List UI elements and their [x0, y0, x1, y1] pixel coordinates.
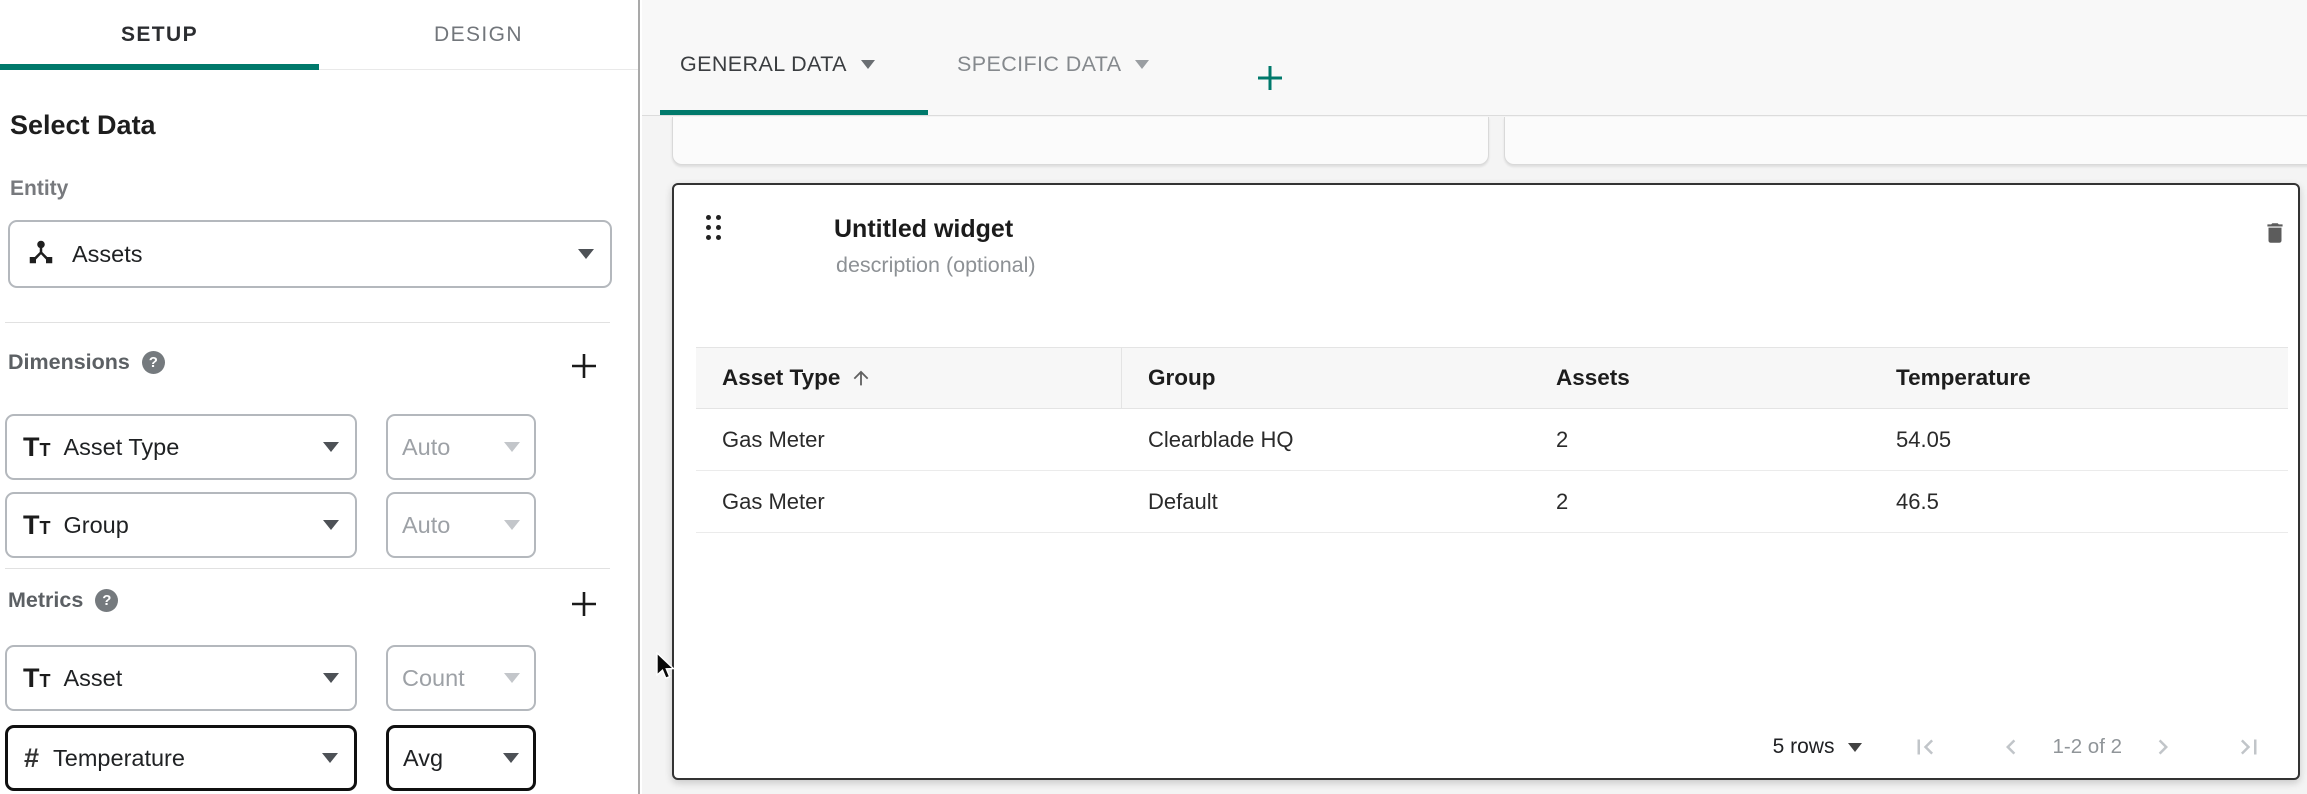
metric-field-value: Asset	[63, 664, 123, 691]
table-row: Gas Meter Default 2 46.5	[696, 471, 2288, 533]
column-header-temperature[interactable]: Temperature	[1870, 348, 2288, 408]
asset-hub-icon	[26, 237, 56, 272]
dimension-field-select-asset-type[interactable]: TT Asset Type	[5, 414, 357, 480]
entity-label: Entity	[10, 177, 69, 200]
dimension-agg-value: Auto	[402, 433, 451, 460]
cell-asset-type: Gas Meter	[722, 426, 825, 452]
column-label: Temperature	[1896, 365, 2031, 390]
widget-card[interactable]: Untitled widget description (optional) A…	[672, 183, 2300, 780]
text-type-icon: TT	[23, 509, 51, 540]
setup-sidebar: SETUP DESIGN Select Data Entity Assets D…	[0, 0, 640, 794]
metric-agg-select-2[interactable]: Avg	[386, 725, 536, 791]
metric-agg-value: Count	[402, 664, 465, 691]
metric-field-select-temperature[interactable]: # Temperature	[5, 725, 357, 791]
tab-label: GENERAL DATA	[680, 52, 847, 76]
metric-field-value: Temperature	[53, 744, 185, 771]
tab-design[interactable]: DESIGN	[434, 22, 523, 46]
number-type-icon: #	[24, 742, 40, 773]
cell-assets: 2	[1556, 426, 1569, 452]
chevron-down-icon	[322, 753, 338, 763]
chevron-down-icon	[503, 753, 519, 763]
dimension-agg-value: Auto	[402, 511, 451, 538]
cell-temperature: 54.05	[1896, 426, 1952, 452]
chevron-down-icon	[504, 520, 520, 530]
table-header-row: Asset Type Group Assets Temperature	[696, 347, 2288, 409]
chevron-down-icon	[1135, 60, 1150, 69]
sidebar-tab-bar: SETUP DESIGN	[0, 0, 638, 70]
metric-field-select-asset[interactable]: TT Asset	[5, 645, 357, 711]
dimension-agg-select-2[interactable]: Auto	[386, 492, 536, 558]
column-header-group[interactable]: Group	[1122, 348, 1530, 408]
next-page-icon[interactable]	[2148, 732, 2178, 762]
column-label: Assets	[1556, 365, 1630, 390]
previous-page-icon[interactable]	[1996, 732, 2026, 762]
tab-specific-data[interactable]: SPECIFIC DATA	[957, 52, 1150, 77]
metric-agg-value: Avg	[403, 744, 444, 771]
chevron-down-icon	[578, 249, 594, 259]
collapsed-card	[1504, 117, 2307, 165]
column-label: Group	[1148, 365, 1216, 390]
rows-per-page-value: 5 rows	[1772, 735, 1835, 758]
page-title: Select Data	[10, 110, 156, 140]
table-row: Gas Meter Clearblade HQ 2 54.05	[696, 409, 2288, 471]
drag-handle-icon[interactable]	[706, 215, 721, 240]
add-data-tab-button[interactable]	[1254, 62, 1286, 94]
text-type-icon: TT	[23, 662, 51, 693]
results-table: Asset Type Group Assets Temperature	[696, 347, 2288, 533]
cell-asset-type: Gas Meter	[722, 488, 825, 514]
widget-description-placeholder[interactable]: description (optional)	[836, 253, 1036, 277]
divider	[5, 568, 610, 569]
column-header-asset-type[interactable]: Asset Type	[696, 348, 1122, 408]
metrics-section-label: Metrics ?	[8, 588, 119, 613]
text-type-icon: TT	[23, 431, 51, 462]
column-label: Asset Type	[722, 365, 841, 390]
dimensions-label: Dimensions	[8, 350, 130, 374]
dimension-field-value: Group	[63, 511, 129, 538]
chevron-down-icon	[504, 442, 520, 452]
dimension-agg-select-1[interactable]: Auto	[386, 414, 536, 480]
dimension-field-value: Asset Type	[63, 433, 180, 460]
chevron-down-icon	[504, 673, 520, 683]
add-metric-button[interactable]	[567, 587, 601, 621]
cell-group: Default	[1148, 488, 1218, 514]
first-page-icon[interactable]	[1910, 732, 1940, 762]
last-page-icon[interactable]	[2234, 732, 2264, 762]
chevron-down-icon	[1848, 742, 1863, 752]
add-dimension-button[interactable]	[567, 349, 601, 383]
chevron-down-icon	[323, 520, 339, 530]
collapsed-card	[672, 117, 1489, 165]
tab-setup[interactable]: SETUP	[120, 22, 198, 46]
entity-value: Assets	[72, 240, 143, 267]
metrics-label: Metrics	[8, 588, 84, 612]
cell-group: Clearblade HQ	[1148, 426, 1294, 452]
active-tab-underline	[0, 64, 319, 70]
entity-select[interactable]: Assets	[8, 220, 612, 288]
dimension-field-select-group[interactable]: TT Group	[5, 492, 357, 558]
tab-general-data[interactable]: GENERAL DATA	[680, 52, 875, 77]
metric-agg-select-1[interactable]: Count	[386, 645, 536, 711]
pagination-range: 1-2 of 2	[2052, 735, 2122, 758]
data-preview-panel: GENERAL DATA SPECIFIC DATA Untitled widg…	[642, 0, 2307, 794]
help-icon[interactable]: ?	[141, 351, 165, 374]
rows-per-page-select[interactable]: 5 rows	[1773, 735, 1863, 759]
active-tab-underline	[660, 110, 928, 115]
divider	[5, 322, 610, 323]
widget-title[interactable]: Untitled widget	[834, 215, 1014, 243]
cell-temperature: 46.5	[1896, 488, 1939, 514]
mouse-cursor	[655, 651, 681, 687]
data-tab-bar: GENERAL DATA SPECIFIC DATA	[642, 0, 2307, 116]
delete-widget-icon[interactable]	[2262, 220, 2288, 246]
dimensions-section-label: Dimensions ?	[8, 350, 165, 375]
column-header-assets[interactable]: Assets	[1530, 348, 1870, 408]
help-icon[interactable]: ?	[95, 589, 119, 612]
table-pagination: 5 rows 1-2 of 2	[1773, 725, 2264, 769]
cell-assets: 2	[1556, 488, 1569, 514]
sort-ascending-icon	[854, 370, 869, 386]
tab-label: SPECIFIC DATA	[957, 52, 1122, 76]
chevron-down-icon	[323, 673, 339, 683]
chevron-down-icon	[860, 60, 875, 69]
chevron-down-icon	[323, 442, 339, 452]
